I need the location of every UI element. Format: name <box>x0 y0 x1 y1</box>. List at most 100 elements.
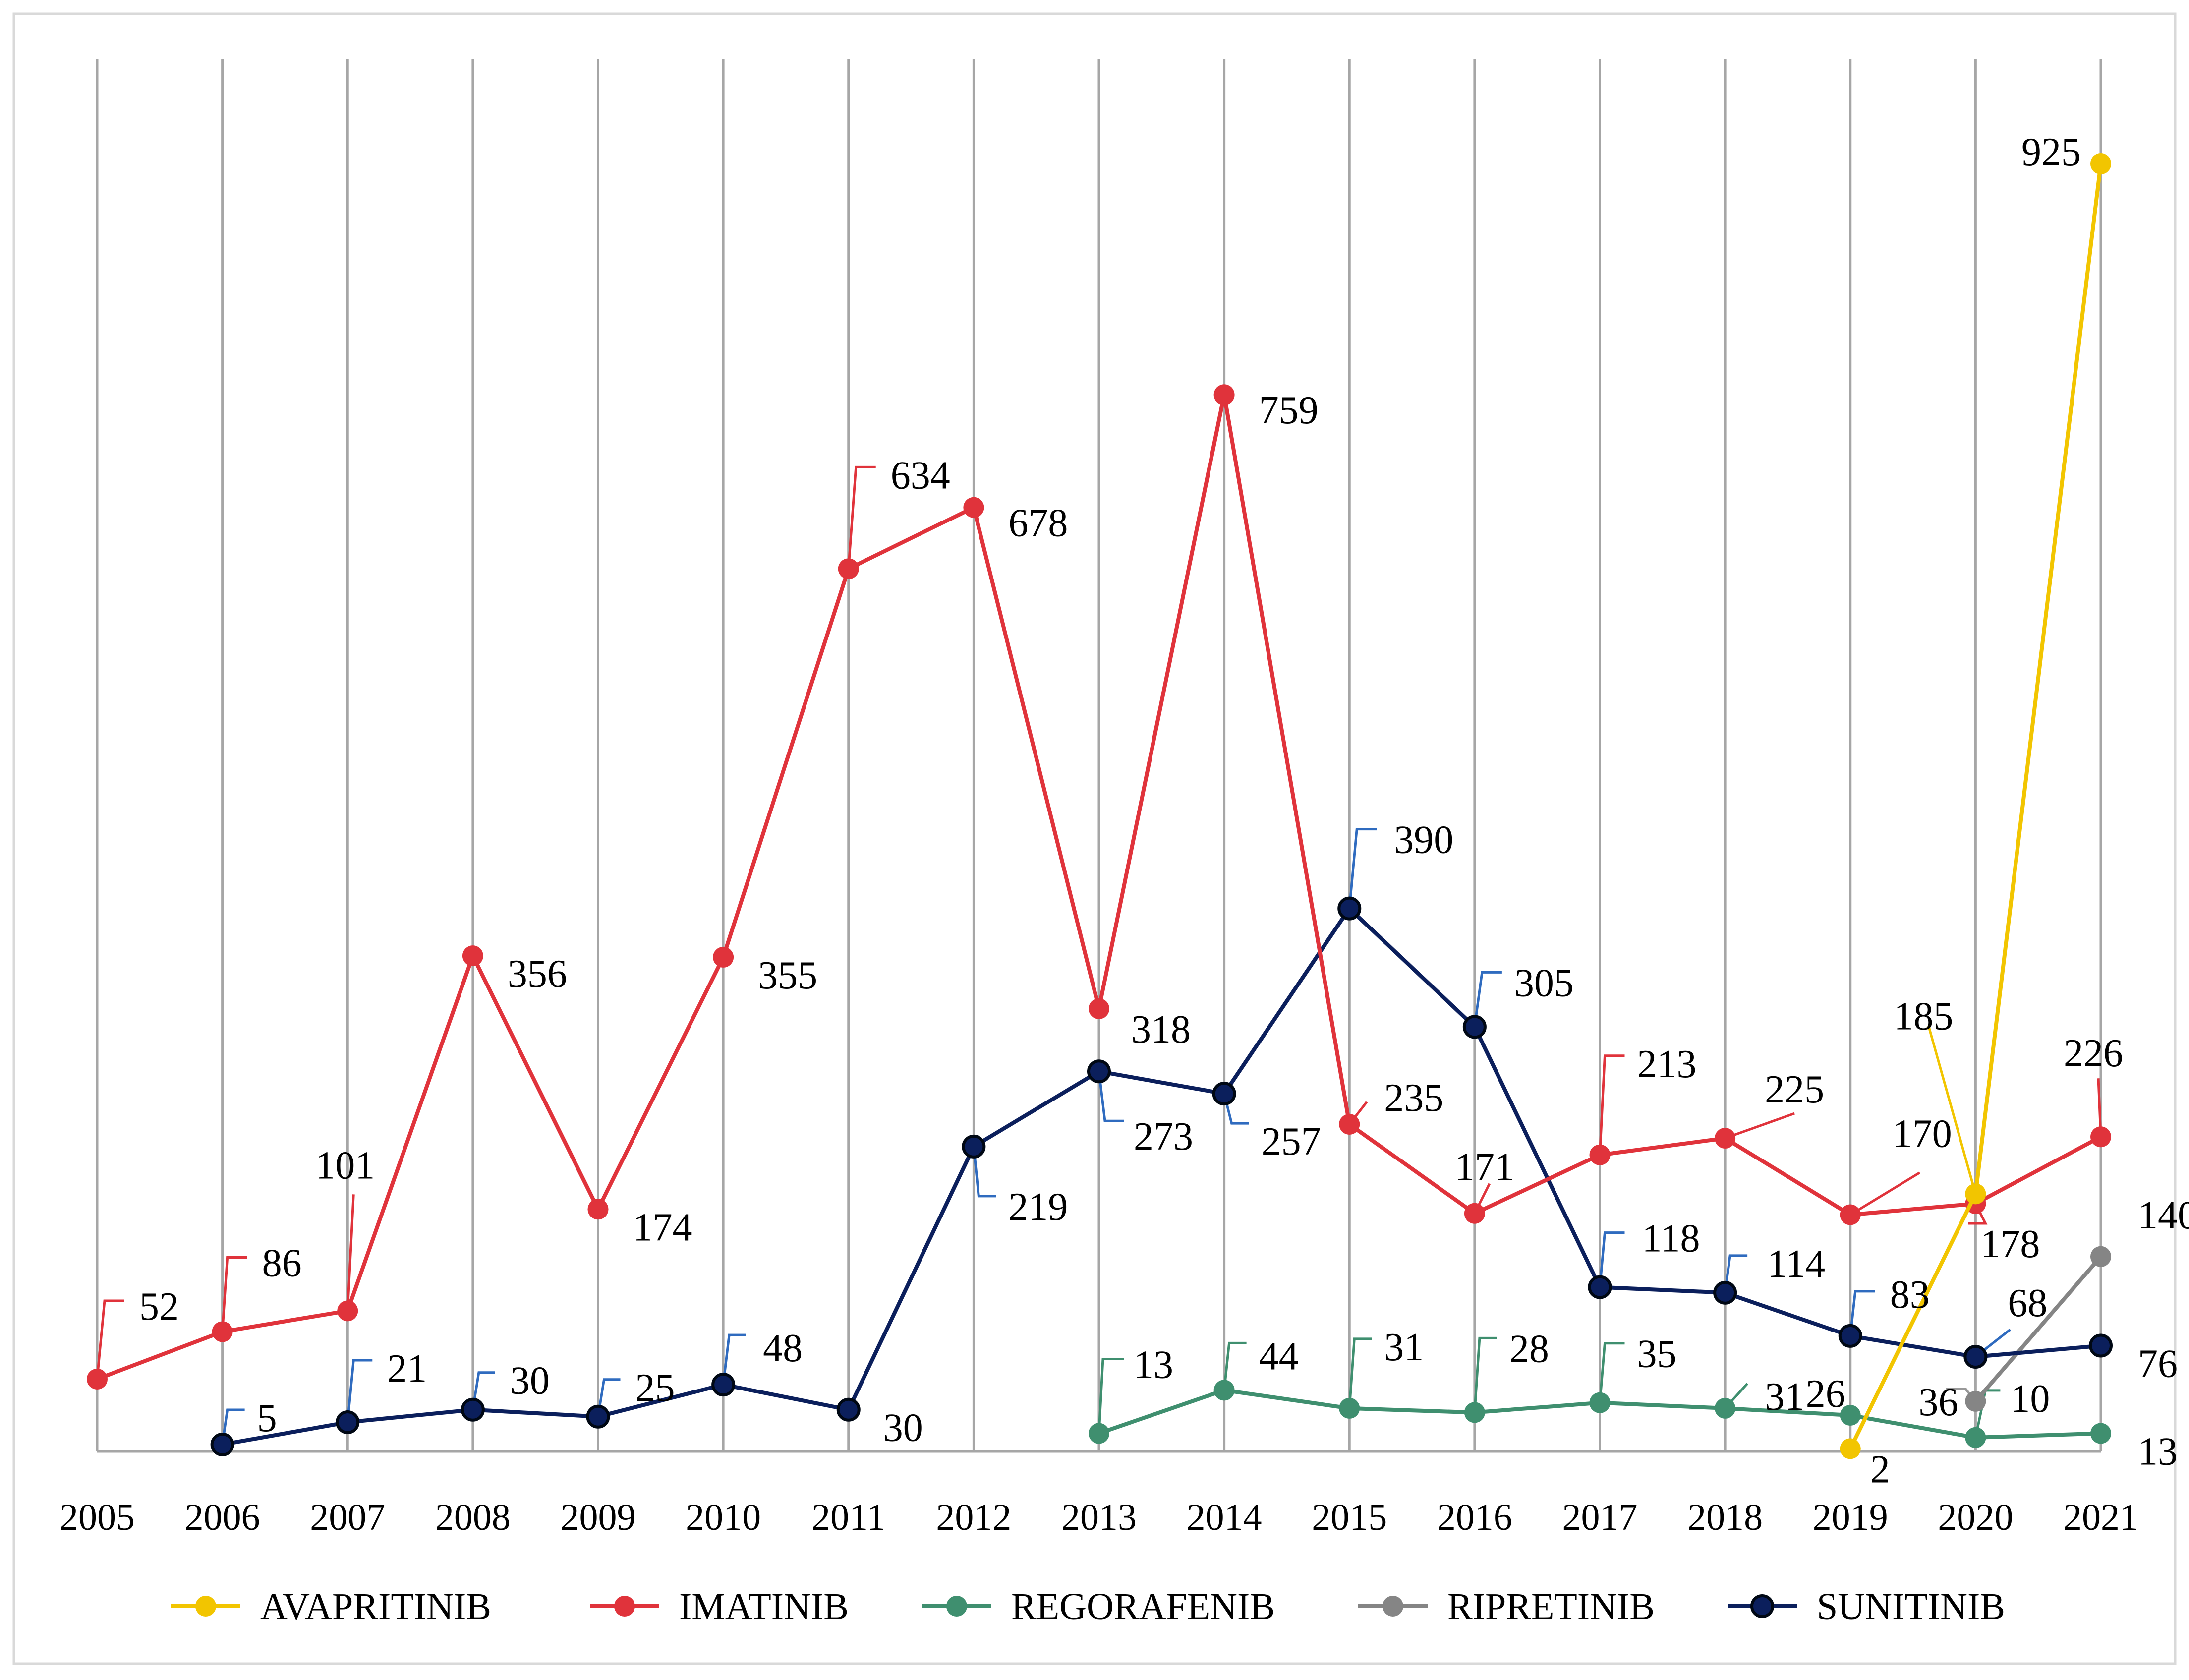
point-ripretinib-2020 <box>1965 1390 1986 1412</box>
data-label-avapritinib-2021: 925 <box>2021 130 2081 174</box>
series-line-ripretinib <box>1974 1255 2103 1403</box>
data-label-regorafenib-2021: 13 <box>2138 1430 2178 1473</box>
data-label-regorafenib-2015: 31 <box>1384 1326 1424 1369</box>
point-sunitinib-2017 <box>1588 1275 1612 1299</box>
x-tick-label: 2005 <box>59 1497 135 1538</box>
legend[interactable]: AVAPRITINIB IMATINIB REGORAFENIB RIPRETINIB… <box>171 1586 2005 1627</box>
data-label-sunitinib-2015: 390 <box>1394 818 1453 862</box>
leader-avapritinib-2020 <box>1927 1025 1977 1195</box>
legend-label: RIPRETINIB <box>1447 1586 1655 1627</box>
series-ripretinib <box>1965 1246 2111 1412</box>
data-label-sunitinib-2013: 273 <box>1134 1115 1193 1159</box>
x-tick-label: 2008 <box>435 1497 511 1538</box>
point-sunitinib-2020 <box>1963 1345 1988 1369</box>
legend-item-sunitinib[interactable]: SUNITINIB <box>1728 1586 2005 1627</box>
point-imatinib-2007 <box>337 1300 358 1322</box>
data-label-imatinib-2014: 759 <box>1259 389 1319 432</box>
data-label-sunitinib-2007: 21 <box>387 1347 427 1390</box>
point-imatinib-2009 <box>587 1199 609 1220</box>
legend-swatch-marker <box>946 1596 967 1617</box>
legend-item-ripretinib[interactable]: RIPRETINIB <box>1358 1586 1655 1627</box>
leader-imatinib-2011 <box>847 465 876 569</box>
leader-sunitinib-2007 <box>346 1359 373 1423</box>
point-sunitinib-2011 <box>836 1397 861 1422</box>
x-tick-label: 2006 <box>185 1497 260 1538</box>
point-sunitinib-2018 <box>1713 1280 1737 1305</box>
point-regorafenib-2017 <box>1589 1392 1611 1413</box>
data-label-imatinib-2021: 226 <box>2064 1032 2123 1075</box>
point-imatinib-2014 <box>1213 384 1235 406</box>
leader-imatinib-2018 <box>1725 1112 1795 1140</box>
point-regorafenib-2019 <box>1840 1404 1861 1426</box>
x-tick-label: 2009 <box>561 1497 636 1538</box>
x-tick-label: 2021 <box>2063 1497 2138 1538</box>
series-regorafenib <box>1089 1380 2111 1448</box>
legend-swatch-marker <box>1750 1594 1774 1618</box>
x-tick-label: 2018 <box>1687 1497 1763 1538</box>
data-label-sunitinib-2008: 30 <box>510 1359 550 1403</box>
data-label-imatinib-2005: 52 <box>139 1285 179 1329</box>
point-imatinib-2005 <box>87 1368 108 1390</box>
leader-imatinib-2007 <box>346 1194 355 1311</box>
data-label-sunitinib-2019: 83 <box>1890 1273 1930 1317</box>
x-tick-label: 2012 <box>936 1497 1011 1538</box>
x-tick-label: 2011 <box>811 1497 885 1538</box>
leader-sunitinib-2015 <box>1348 828 1377 909</box>
point-imatinib-2012 <box>963 497 984 518</box>
point-sunitinib-2016 <box>1462 1015 1487 1039</box>
point-regorafenib-2013 <box>1089 1423 1109 1444</box>
data-label-regorafenib-2020: 10 <box>2010 1377 2050 1421</box>
leader-sunitinib-2019 <box>1849 1290 1875 1336</box>
data-label-imatinib-2018: 225 <box>1765 1068 1824 1111</box>
point-regorafenib-2016 <box>1464 1402 1485 1423</box>
data-label-sunitinib-2011: 30 <box>883 1406 923 1450</box>
data-label-sunitinib-2010: 48 <box>763 1327 803 1370</box>
data-label-sunitinib-2014: 257 <box>1262 1120 1321 1163</box>
leader-sunitinib-2016 <box>1473 971 1502 1027</box>
x-tick-label: 2013 <box>1061 1497 1137 1538</box>
data-label-imatinib-2006: 86 <box>262 1241 302 1285</box>
data-label-imatinib-2017: 213 <box>1637 1043 1697 1086</box>
data-label-regorafenib-2018: 31 <box>1765 1375 1804 1419</box>
data-label-avapritinib-2020: 185 <box>1894 994 1953 1038</box>
leader-sunitinib-2010 <box>722 1333 746 1385</box>
leader-sunitinib-2018 <box>1724 1254 1748 1293</box>
leader-sunitinib-2017 <box>1599 1231 1625 1287</box>
x-tick-label: 2020 <box>1938 1497 2013 1538</box>
x-axis: 2005 2006 2007 2008 2009 2010 2011 2012 2013 2014… <box>59 1450 2138 1538</box>
point-sunitinib-2021 <box>2089 1333 2113 1358</box>
point-regorafenib-2014 <box>1213 1380 1235 1401</box>
point-sunitinib-2006 <box>210 1432 234 1456</box>
data-label-regorafenib-2013: 13 <box>1134 1343 1173 1387</box>
legend-swatch-marker <box>195 1596 216 1617</box>
data-label-imatinib-2008: 356 <box>508 952 567 996</box>
point-imatinib-2018 <box>1715 1128 1736 1149</box>
x-tick-label: 2014 <box>1187 1497 1262 1538</box>
legend-label: SUNITINIB <box>1817 1586 2005 1627</box>
point-avapritinib-2020 <box>1965 1183 1986 1205</box>
data-label-sunitinib-2020: 68 <box>2008 1281 2047 1325</box>
leader-regorafenib-2013 <box>1097 1357 1124 1434</box>
legend-item-avapritinib[interactable]: AVAPRITINIB <box>171 1586 491 1627</box>
x-tick-label: 2010 <box>686 1497 761 1538</box>
leader-regorafenib-2017 <box>1599 1342 1625 1403</box>
leader-lines <box>96 465 2102 1445</box>
data-label-sunitinib-2018: 114 <box>1767 1242 1825 1286</box>
point-imatinib-2010 <box>713 946 734 968</box>
point-sunitinib-2008 <box>461 1397 485 1422</box>
data-label-imatinib-2010: 355 <box>758 954 817 997</box>
point-sunitinib-2007 <box>336 1410 360 1435</box>
leader-imatinib-2006 <box>221 1256 247 1332</box>
point-ripretinib-2021 <box>2090 1246 2111 1267</box>
data-label-regorafenib-2016: 28 <box>1509 1327 1549 1371</box>
point-imatinib-2019 <box>1840 1204 1861 1225</box>
legend-item-regorafenib[interactable]: REGORAFENIB <box>922 1586 1275 1627</box>
point-sunitinib-2015 <box>1337 896 1362 921</box>
data-label-imatinib-2011: 634 <box>891 454 950 497</box>
legend-item-imatinib[interactable]: IMATINIB <box>590 1586 849 1627</box>
data-label-ripretinib-2020: 36 <box>1918 1381 1958 1424</box>
legend-label: AVAPRITINIB <box>260 1586 491 1627</box>
series-sunitinib <box>210 896 2113 1456</box>
chart-border <box>12 12 2177 1665</box>
